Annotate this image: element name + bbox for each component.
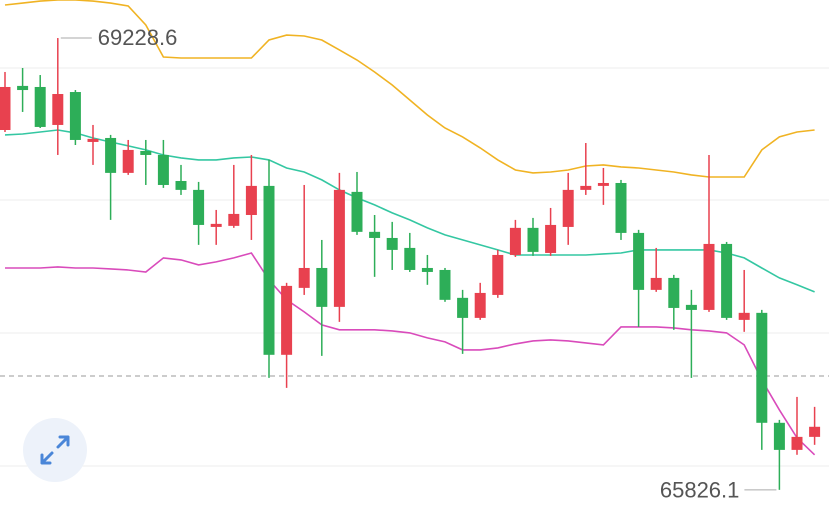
candle-body	[69, 92, 81, 140]
candle-body	[333, 189, 345, 307]
candles	[0, 38, 821, 490]
candle-body	[615, 182, 627, 233]
candle-body	[228, 213, 240, 226]
candle-body	[52, 94, 64, 125]
candle-body	[527, 227, 539, 252]
high-label: 69228.6	[98, 25, 178, 50]
candle-body	[17, 85, 29, 91]
bands	[4, 0, 816, 456]
candle-body	[509, 227, 521, 255]
candle-body	[421, 267, 433, 272]
candle-body	[193, 189, 205, 225]
candle-body	[756, 312, 768, 423]
candle-body	[545, 224, 557, 253]
candle-body	[738, 312, 750, 320]
candle-body	[404, 247, 416, 270]
candle-body	[650, 277, 662, 290]
candle-body	[703, 243, 715, 310]
candle-body	[369, 231, 381, 238]
candle-body	[685, 304, 697, 310]
candle-body	[210, 223, 222, 227]
candle-body	[721, 243, 733, 318]
candle-body	[263, 185, 275, 355]
candle-body	[474, 292, 486, 318]
band-line	[5, 252, 816, 456]
candle-body	[122, 149, 134, 173]
candle-body	[809, 426, 821, 437]
expand-button[interactable]	[23, 418, 87, 482]
candle-body	[580, 185, 592, 190]
low-label: 65826.1	[660, 478, 740, 503]
candle-body	[298, 267, 310, 288]
candle-body	[457, 297, 469, 318]
candle-body	[34, 86, 46, 127]
candle-body	[386, 237, 398, 250]
candle-body	[791, 436, 803, 450]
labels: 69228.6 65826.1	[60, 25, 777, 503]
candle-body	[0, 86, 11, 130]
candle-body	[281, 285, 293, 355]
candle-body	[668, 277, 680, 308]
grid	[0, 67, 829, 467]
candle-body	[175, 180, 187, 190]
candle-body	[597, 182, 609, 186]
band-line	[4, 0, 815, 178]
band-line	[4, 129, 815, 293]
candle-body	[439, 269, 451, 300]
candle-body	[562, 189, 574, 227]
candle-body	[351, 191, 363, 232]
candle-body	[105, 137, 117, 173]
candle-body	[492, 254, 504, 295]
candle-body	[140, 150, 152, 155]
candle-body	[773, 422, 785, 450]
candle-body	[157, 154, 169, 185]
candle-body	[87, 138, 99, 142]
expand-icon[interactable]	[40, 435, 70, 465]
candle-body	[316, 267, 328, 307]
candle-body	[633, 232, 645, 290]
candle-body	[245, 185, 257, 215]
expand-button-bg[interactable]	[23, 418, 87, 482]
